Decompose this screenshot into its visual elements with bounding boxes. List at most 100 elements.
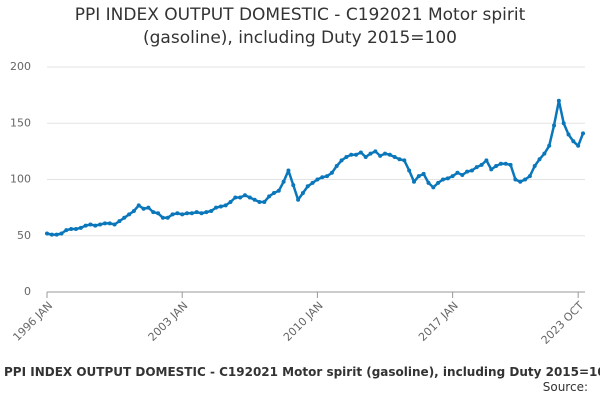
data-point (373, 149, 378, 154)
data-point (127, 212, 132, 217)
data-point (315, 177, 320, 182)
data-point (368, 151, 373, 156)
x-tick-label: 2023 OCT (539, 299, 587, 347)
data-point (83, 223, 88, 228)
data-point (160, 215, 165, 220)
data-point (465, 169, 470, 174)
y-tick-label: 100 (10, 173, 31, 186)
data-point (98, 222, 103, 227)
data-point (156, 211, 161, 216)
data-point (450, 174, 455, 179)
caption: PPI INDEX OUTPUT DOMESTIC - C192021 Moto… (4, 365, 600, 379)
data-point (214, 205, 219, 210)
data-point (64, 228, 69, 233)
data-point (194, 210, 199, 215)
data-point (392, 155, 397, 159)
data-point (561, 121, 566, 126)
data-point (242, 193, 247, 198)
data-point (69, 227, 74, 231)
data-point (136, 203, 141, 208)
data-point (228, 200, 233, 204)
data-point (455, 170, 460, 175)
data-point (445, 176, 450, 181)
data-point (358, 150, 363, 155)
data-point (204, 210, 209, 215)
data-point (416, 174, 421, 179)
data-point (440, 177, 445, 182)
data-point (397, 157, 402, 162)
data-point (151, 210, 156, 215)
data-point (339, 158, 344, 163)
data-point (383, 151, 388, 156)
series-line (46, 99, 585, 236)
x-tick-label: 2017 JAN (416, 299, 461, 344)
data-point (566, 132, 571, 137)
data-point (93, 223, 98, 228)
data-point (257, 200, 262, 204)
y-tick-label: 150 (10, 116, 31, 129)
data-point (552, 123, 557, 128)
y-tick-label: 0 (24, 285, 31, 298)
data-point (581, 131, 585, 136)
data-point (576, 143, 581, 148)
data-point (286, 168, 291, 173)
x-tick-label: 2003 JAN (146, 299, 191, 344)
x-tick-label: 1996 JAN (10, 299, 55, 344)
data-point (218, 204, 223, 209)
data-point (407, 168, 412, 173)
data-point (185, 211, 190, 216)
data-point (165, 215, 170, 220)
data-point (571, 139, 576, 144)
data-point (276, 188, 281, 193)
data-point (305, 184, 310, 189)
data-point (479, 162, 484, 167)
x-tick-label: 2010 JAN (281, 299, 326, 344)
data-point (542, 151, 547, 156)
data-point (73, 227, 78, 231)
data-point (344, 155, 349, 159)
data-point (49, 232, 54, 237)
data-point (141, 206, 146, 211)
data-point (494, 164, 499, 168)
data-point (267, 194, 272, 199)
data-point (489, 167, 494, 172)
data-point (325, 174, 330, 179)
data-point (262, 200, 267, 204)
data-point (513, 177, 518, 182)
data-point (363, 155, 368, 159)
data-point (537, 157, 542, 162)
data-point (233, 195, 238, 200)
data-point (189, 211, 194, 216)
data-point (387, 152, 392, 157)
data-point (523, 177, 528, 182)
data-point (503, 161, 508, 166)
data-point (320, 175, 325, 180)
data-point (209, 209, 214, 213)
data-point (378, 153, 383, 158)
data-point (484, 158, 489, 163)
data-point (180, 212, 185, 217)
data-point (88, 222, 93, 227)
data-point (349, 152, 354, 157)
data-point (296, 197, 301, 202)
data-point (556, 98, 561, 103)
chart-title: PPI INDEX OUTPUT DOMESTIC - C192021 Moto… (75, 5, 526, 25)
data-point (436, 180, 441, 185)
data-point (460, 173, 465, 177)
data-point (426, 180, 431, 185)
data-point (402, 158, 407, 163)
data-point (59, 231, 64, 236)
data-point (411, 179, 416, 184)
data-point (281, 179, 286, 184)
data-point (247, 195, 252, 200)
data-point (54, 232, 59, 237)
data-point (474, 165, 479, 170)
data-point (78, 225, 83, 230)
data-point (431, 185, 436, 190)
data-point (300, 191, 305, 195)
data-point (334, 164, 339, 168)
data-point (329, 170, 334, 175)
data-point (175, 211, 180, 216)
data-point (252, 197, 257, 202)
